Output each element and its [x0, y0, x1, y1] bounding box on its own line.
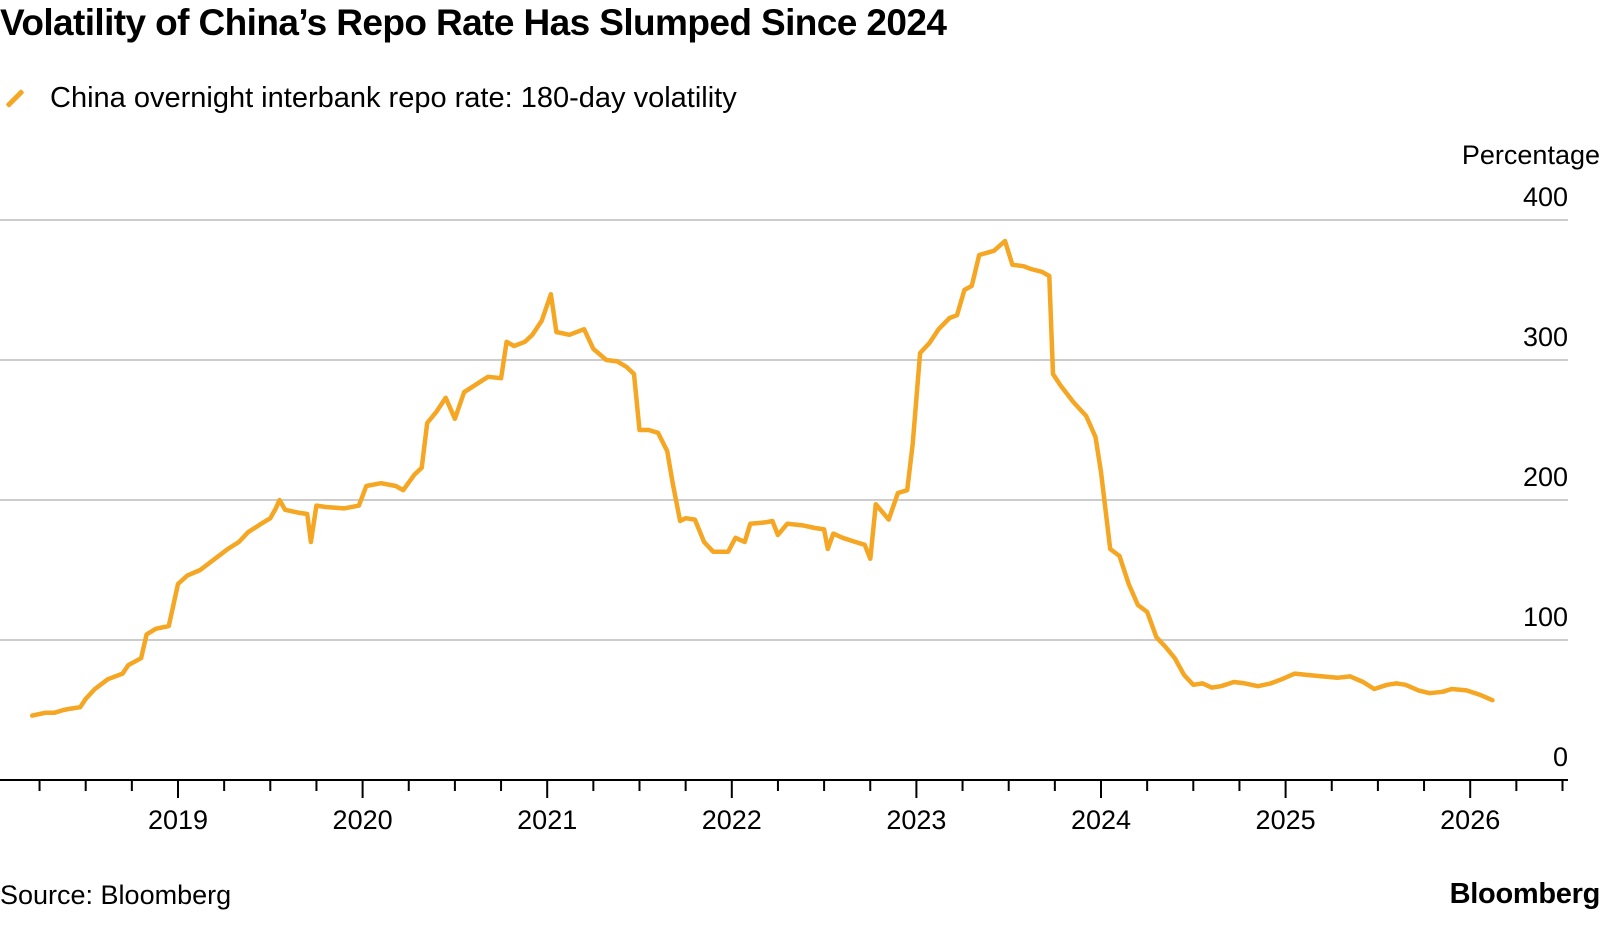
series-layer [29, 238, 1495, 718]
x-axis: 2019 2020 2021 2022 2023 2024 2025 2026 [0, 779, 1568, 835]
y-tick-label: 300 [1523, 322, 1568, 352]
y-tick-label: 400 [1523, 182, 1568, 212]
chart-title: Volatility of China’s Repo Rate Has Slum… [0, 2, 947, 43]
x-tick-label: 2020 [333, 805, 393, 835]
x-tick-label: 2021 [517, 805, 577, 835]
series-line-0 [29, 238, 1495, 718]
y-tick-labels: 0 100 200 300 400 [1523, 182, 1568, 772]
x-tick-label: 2023 [886, 805, 946, 835]
x-tick-label: 2026 [1440, 805, 1500, 835]
y-tick-label: 100 [1523, 602, 1568, 632]
legend-label: China overnight interbank repo rate: 180… [50, 81, 737, 114]
legend: China overnight interbank repo rate: 180… [4, 78, 737, 118]
brand-logo: Bloomberg [1449, 878, 1600, 910]
y-axis-label: Percentage [1461, 140, 1600, 170]
gridlines [0, 219, 1568, 641]
y-tick-label: 0 [1553, 742, 1568, 772]
x-tick-label: 2024 [1071, 805, 1131, 835]
x-tick-label: 2025 [1256, 805, 1316, 835]
x-tick-label: 2022 [702, 805, 762, 835]
x-tick-label: 2019 [148, 805, 208, 835]
source-note: Source: Bloomberg [0, 880, 232, 910]
y-tick-label: 200 [1523, 462, 1568, 492]
